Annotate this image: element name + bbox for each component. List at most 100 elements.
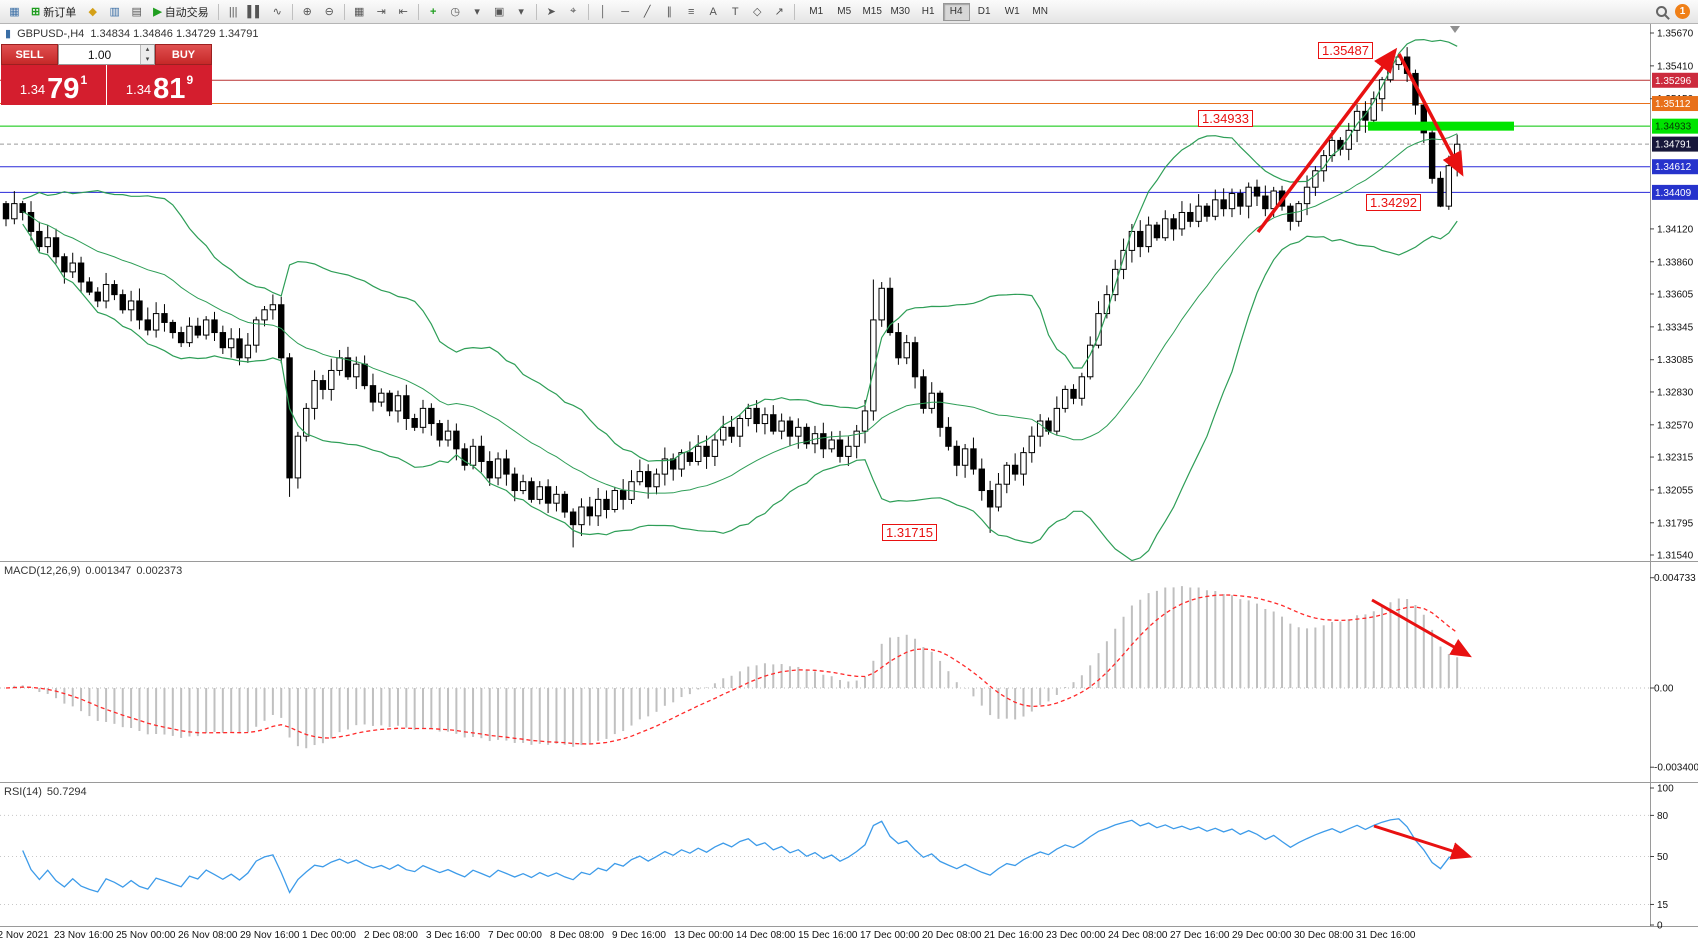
buy-button[interactable]: BUY [155, 44, 212, 65]
search-icon[interactable] [1656, 6, 1667, 17]
arrow-tool-icon[interactable]: ↗ [774, 6, 784, 18]
timeframe-d1[interactable]: D1 [971, 3, 998, 21]
svg-text:7 Dec 00:00: 7 Dec 00:00 [488, 930, 542, 941]
shapes-tool-icon[interactable]: ◇ [752, 6, 762, 18]
svg-text:9 Dec 16:00: 9 Dec 16:00 [612, 930, 666, 941]
toolbar-separator [291, 3, 293, 20]
label-tool-icon[interactable]: T [731, 5, 739, 18]
svg-text:3 Dec 16:00: 3 Dec 16:00 [426, 930, 480, 941]
template-dropdown-icon[interactable]: ▾ [518, 6, 524, 18]
price-badge: 1.34791 [1652, 136, 1698, 152]
chart-shift-icon[interactable]: ⇤ [398, 6, 408, 18]
volume-input[interactable] [59, 45, 140, 64]
symbol-period-label: GBPUSD-,H4 [17, 27, 85, 40]
svg-text:0.00: 0.00 [1654, 684, 1674, 695]
auto-trading-button[interactable]: ▶ 自动交易 [148, 2, 213, 22]
svg-text:1.34933: 1.34933 [1655, 122, 1692, 133]
chart-ohlc-header: ▮ GBPUSD-,H4 1.34834 1.34846 1.34729 1.3… [5, 27, 259, 41]
toolbar-separator [793, 3, 795, 20]
toolbar-separator [217, 3, 219, 20]
price-badge: 1.34612 [1652, 159, 1698, 175]
crosshair-icon[interactable]: ⌖ [570, 5, 577, 17]
line-chart-type-icon[interactable]: ∿ [272, 6, 282, 18]
horizontal-level-lines[interactable] [0, 79, 1650, 193]
ohlc-values: 1.34834 1.34846 1.34729 1.34791 [90, 27, 259, 40]
volume-up-icon[interactable]: ▴ [141, 45, 154, 55]
channel-icon[interactable]: ∥ [666, 6, 672, 18]
one-click-trading-panel: SELL ▴ ▾ BUY 1.34 79 1 1.34 81 9 [1, 44, 212, 105]
macd-name: MACD(12,26,9) [4, 565, 81, 577]
auto-trading-label: 自动交易 [164, 6, 209, 19]
rsi-header: RSI(14) 50.7294 [4, 786, 87, 798]
svg-text:1.32315: 1.32315 [1657, 453, 1694, 464]
sell-price-prefix: 1.34 [19, 82, 46, 97]
price-annotation-high[interactable]: 1.35487 [1318, 42, 1373, 59]
trendline-icon[interactable]: ╱ [643, 6, 651, 18]
market-watch-icon[interactable]: ▥ [109, 6, 120, 18]
cursor-icon[interactable]: ➤ [546, 6, 556, 18]
template-icon[interactable]: ▣ [493, 6, 505, 18]
chart-window-icon[interactable]: ▦ [9, 6, 20, 18]
svg-text:29 Dec 00:00: 29 Dec 00:00 [1232, 930, 1292, 941]
volume-down-icon[interactable]: ▾ [141, 54, 154, 64]
svg-text:14 Dec 08:00: 14 Dec 08:00 [736, 930, 796, 941]
vertical-line-icon[interactable]: │ [599, 5, 607, 18]
timeframe-w1[interactable]: W1 [999, 3, 1026, 21]
price-axis: 1.356701.354101.351501.341201.338601.336… [1650, 29, 1698, 562]
timeframe-m5[interactable]: M5 [831, 3, 858, 21]
bollinger-bands [22, 38, 1458, 562]
svg-text:29 Nov 16:00: 29 Nov 16:00 [240, 930, 300, 941]
sell-button[interactable]: SELL [1, 44, 58, 65]
timeframe-mn[interactable]: MN [1027, 3, 1054, 21]
svg-text:17 Dec 00:00: 17 Dec 00:00 [860, 930, 920, 941]
timeframe-h1[interactable]: H1 [915, 3, 942, 21]
svg-text:1.33345: 1.33345 [1657, 322, 1694, 333]
green-zone-bar[interactable] [1368, 121, 1514, 131]
sell-price-point: 1 [80, 73, 88, 87]
bar-chart-type-icon[interactable]: ||| [228, 5, 238, 18]
timeframe-m30[interactable]: M30 [887, 3, 914, 21]
svg-text:25 Nov 00:00: 25 Nov 00:00 [116, 930, 176, 941]
buy-price[interactable]: 1.34 81 9 [107, 65, 212, 105]
svg-text:100: 100 [1657, 784, 1674, 795]
volume-spinner: ▴ ▾ [140, 45, 154, 64]
price-annotation-resist[interactable]: 1.34933 [1198, 110, 1253, 127]
text-tool-icon[interactable]: A [709, 5, 717, 18]
new-order-button[interactable]: ⊞ 新订单 [26, 2, 81, 22]
timeframe-m15[interactable]: M15 [859, 3, 886, 21]
price-annotation-low[interactable]: 1.31715 [882, 524, 937, 541]
svg-text:1.35296: 1.35296 [1655, 76, 1692, 87]
indicators-icon[interactable]: + [429, 5, 437, 18]
periods-dropdown-icon[interactable]: ▾ [474, 6, 480, 18]
rsi-indicator: 100 80 50 15 0 [0, 784, 1674, 932]
timeframe-m1[interactable]: M1 [803, 3, 830, 21]
toolbar-right: 1 [1656, 4, 1694, 19]
navigator-icon[interactable]: ▤ [131, 6, 142, 18]
auto-scroll-icon[interactable]: ⇥ [376, 6, 386, 18]
volume-box: ▴ ▾ [58, 44, 155, 65]
svg-text:1.35670: 1.35670 [1657, 29, 1694, 40]
macd-header: MACD(12,26,9) 0.001347 0.002373 [4, 565, 182, 577]
svg-text:1.33085: 1.33085 [1657, 355, 1694, 366]
zoom-in-icon[interactable]: ⊕ [302, 6, 312, 18]
favorites-icon[interactable]: ◆ [88, 6, 97, 18]
horizontal-line-icon[interactable]: ─ [621, 5, 630, 18]
trade-panel-controls: SELL ▴ ▾ BUY [1, 44, 212, 65]
periods-icon[interactable]: ◷ [450, 6, 460, 18]
buy-price-prefix: 1.34 [125, 82, 152, 97]
notification-badge[interactable]: 1 [1675, 4, 1690, 19]
svg-text:27 Dec 16:00: 27 Dec 16:00 [1170, 930, 1230, 941]
chart-icon: ▮ [5, 28, 12, 40]
tile-windows-icon[interactable]: ▦ [353, 6, 365, 18]
price-annotation-pullback[interactable]: 1.34292 [1366, 194, 1421, 211]
timeframe-h4[interactable]: H4 [942, 2, 970, 21]
fibonacci-icon[interactable]: ≡ [687, 5, 695, 18]
trend-arrows[interactable] [1256, 47, 1473, 860]
zoom-out-icon[interactable]: ⊖ [324, 6, 334, 18]
candle-chart-type-icon[interactable]: ▌▌ [247, 5, 263, 18]
svg-text:1.32055: 1.32055 [1657, 485, 1694, 496]
sell-price[interactable]: 1.34 79 1 [1, 65, 106, 105]
rsi-value: 50.7294 [46, 786, 87, 798]
